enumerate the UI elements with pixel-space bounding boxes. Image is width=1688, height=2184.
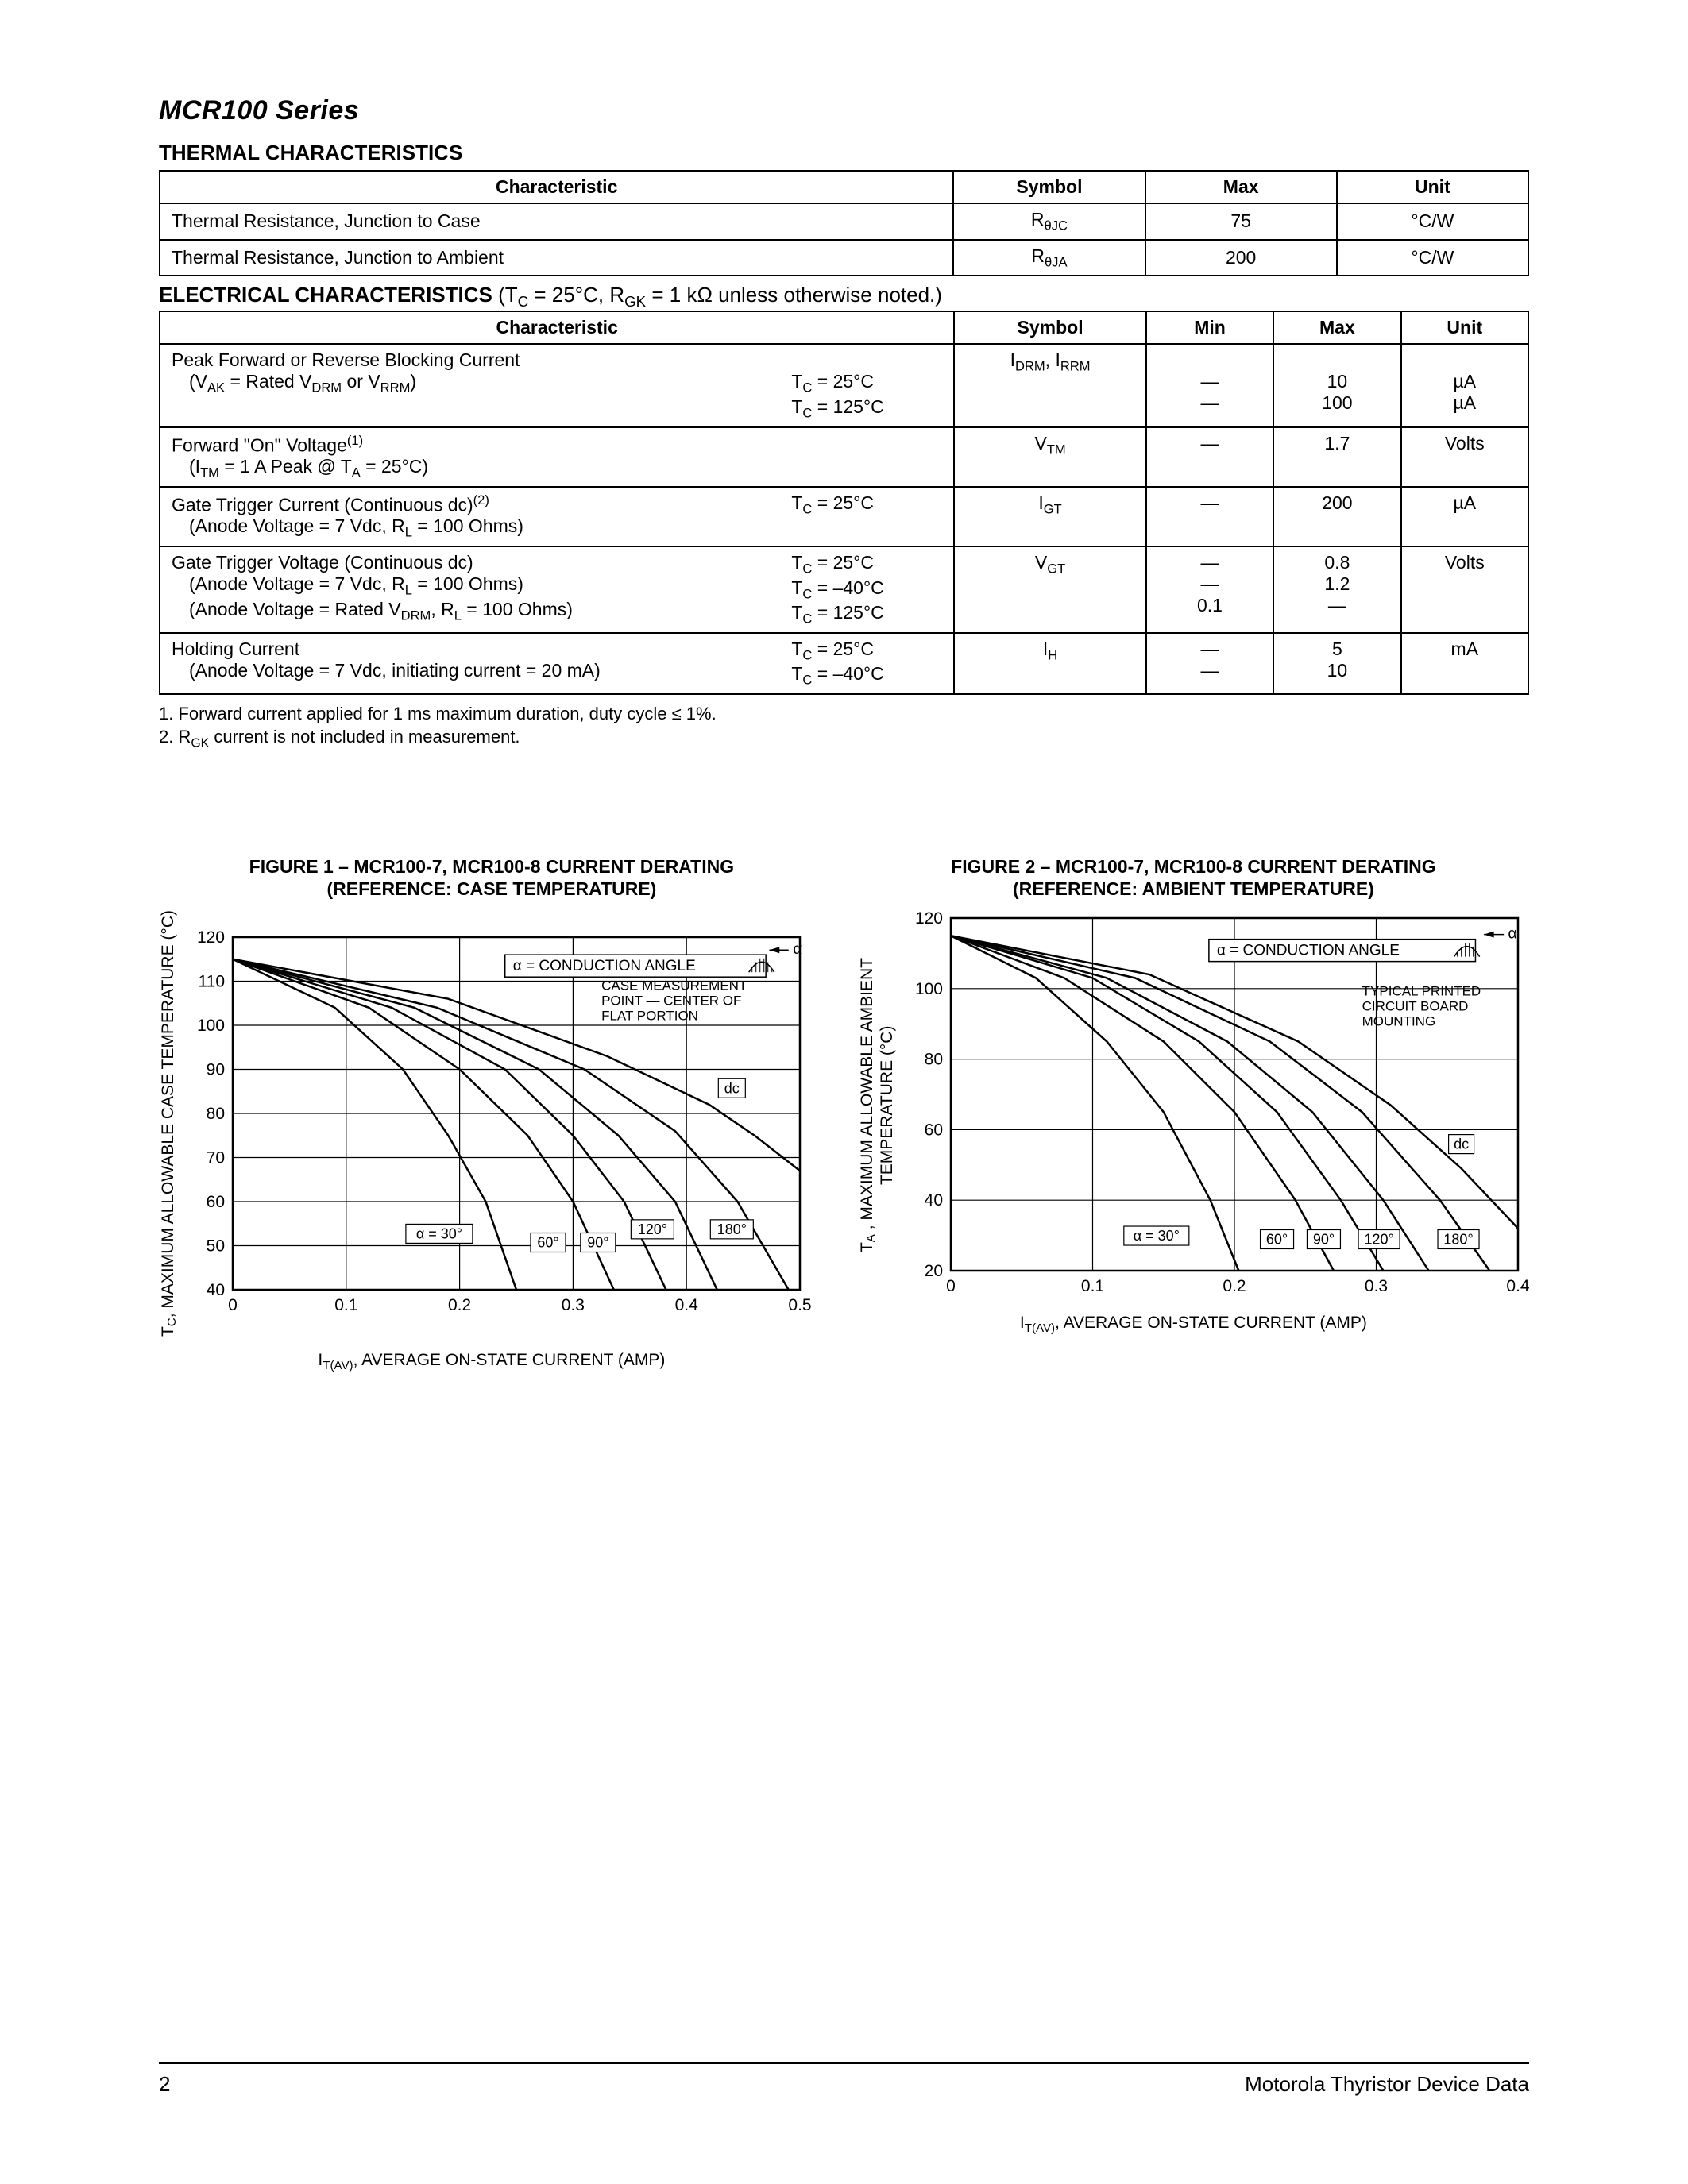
svg-text:TYPICAL PRINTED: TYPICAL PRINTED	[1362, 984, 1481, 999]
electrical-table: CharacteristicSymbolMinMaxUnit Peak Forw…	[159, 311, 1529, 695]
figure-2-ylabel: TA , MAXIMUM ALLOWABLE AMBIENTTEMPERATUR…	[858, 958, 897, 1252]
svg-text:80: 80	[207, 1105, 225, 1123]
svg-text:60: 60	[925, 1121, 943, 1140]
svg-text:0.2: 0.2	[448, 1296, 471, 1314]
svg-text:α = CONDUCTION ANGLE: α = CONDUCTION ANGLE	[1217, 943, 1400, 959]
svg-text:0: 0	[946, 1277, 956, 1295]
svg-text:90°: 90°	[587, 1234, 608, 1250]
svg-text:90°: 90°	[1313, 1232, 1335, 1248]
electrical-title: ELECTRICAL CHARACTERISTICS (TC = 25°C, R…	[159, 283, 1529, 311]
svg-text:0.5: 0.5	[789, 1296, 812, 1314]
svg-text:0.1: 0.1	[1081, 1277, 1104, 1295]
svg-text:0.3: 0.3	[1365, 1277, 1388, 1295]
svg-text:α: α	[794, 941, 802, 958]
svg-text:60°: 60°	[1266, 1232, 1288, 1248]
svg-text:120: 120	[197, 929, 225, 947]
figure-2-xlabel: IT(AV), AVERAGE ON-STATE CURRENT (AMP)	[858, 1314, 1529, 1335]
figure-1-chart: 0 0.1 0.2 0.3 0.4 0.5 40 50 60 70 80 90 100 110 120 α =…	[183, 929, 811, 1318]
series-header: MCR100 Series	[159, 95, 1529, 126]
svg-text:70: 70	[207, 1148, 225, 1167]
figure-2-chart: 0 0.1 0.2 0.3 0.4 20 40 60 80 100 120 α = CONDUCTIO…	[902, 910, 1529, 1299]
footer-right: Motorola Thyristor Device Data	[1245, 2072, 1529, 2097]
svg-text:0.2: 0.2	[1223, 1277, 1246, 1295]
figure-1-xlabel: IT(AV), AVERAGE ON-STATE CURRENT (AMP)	[159, 1351, 825, 1372]
svg-text:0.3: 0.3	[562, 1296, 585, 1314]
electrical-notes: 1. Forward current applied for 1 ms maxi…	[159, 703, 1529, 752]
figure-2: FIGURE 2 – MCR100-7, MCR100-8 CURRENT DE…	[858, 855, 1529, 1373]
page-number: 2	[159, 2072, 170, 2097]
svg-text:α: α	[1508, 926, 1517, 943]
svg-text:α = 30°: α = 30°	[1134, 1228, 1180, 1244]
thermal-title: THERMAL CHARACTERISTICS	[159, 141, 1529, 165]
svg-text:120: 120	[915, 910, 943, 928]
svg-text:α = CONDUCTION ANGLE: α = CONDUCTION ANGLE	[513, 958, 696, 974]
svg-text:110: 110	[199, 972, 225, 990]
svg-text:0.1: 0.1	[334, 1296, 357, 1314]
svg-text:80: 80	[925, 1051, 943, 1069]
thermal-table: CharacteristicSymbolMaxUnit Thermal Resi…	[159, 170, 1529, 276]
svg-text:dc: dc	[724, 1080, 740, 1096]
figure-1: FIGURE 1 – MCR100-7, MCR100-8 CURRENT DE…	[159, 855, 825, 1373]
svg-text:FLAT PORTION: FLAT PORTION	[601, 1008, 698, 1023]
svg-text:20: 20	[925, 1262, 943, 1280]
svg-text:40: 40	[925, 1191, 943, 1210]
figure-1-title: FIGURE 1 – MCR100-7, MCR100-8 CURRENT DE…	[159, 855, 825, 901]
svg-text:90: 90	[207, 1060, 225, 1078]
svg-text:0.4: 0.4	[1506, 1277, 1529, 1295]
svg-text:0.4: 0.4	[675, 1296, 699, 1314]
svg-text:60°: 60°	[538, 1234, 559, 1250]
svg-text:0: 0	[228, 1296, 238, 1314]
svg-text:MOUNTING: MOUNTING	[1362, 1014, 1436, 1029]
figure-1-ylabel: TC, MAXIMUM ALLOWABLE CASE TEMPERATURE (…	[159, 910, 179, 1337]
svg-text:50: 50	[207, 1237, 225, 1255]
svg-text:dc: dc	[1454, 1136, 1469, 1152]
svg-text:100: 100	[197, 1017, 225, 1035]
svg-text:POINT — CENTER OF: POINT — CENTER OF	[601, 993, 741, 1008]
svg-text:60: 60	[207, 1193, 225, 1211]
figure-2-title: FIGURE 2 – MCR100-7, MCR100-8 CURRENT DE…	[858, 855, 1529, 901]
svg-text:100: 100	[915, 980, 943, 998]
svg-text:CASE MEASUREMENT: CASE MEASUREMENT	[601, 978, 747, 993]
svg-text:180°: 180°	[1443, 1232, 1473, 1248]
svg-text:180°: 180°	[717, 1221, 747, 1237]
svg-text:CIRCUIT BOARD: CIRCUIT BOARD	[1362, 999, 1469, 1014]
svg-text:120°: 120°	[1364, 1232, 1393, 1248]
svg-text:40: 40	[207, 1281, 225, 1299]
svg-text:α = 30°: α = 30°	[416, 1225, 462, 1241]
figures-row: FIGURE 1 – MCR100-7, MCR100-8 CURRENT DE…	[159, 855, 1529, 1373]
page-footer: 2 Motorola Thyristor Device Data	[159, 2062, 1529, 2097]
svg-text:120°: 120°	[638, 1221, 667, 1237]
